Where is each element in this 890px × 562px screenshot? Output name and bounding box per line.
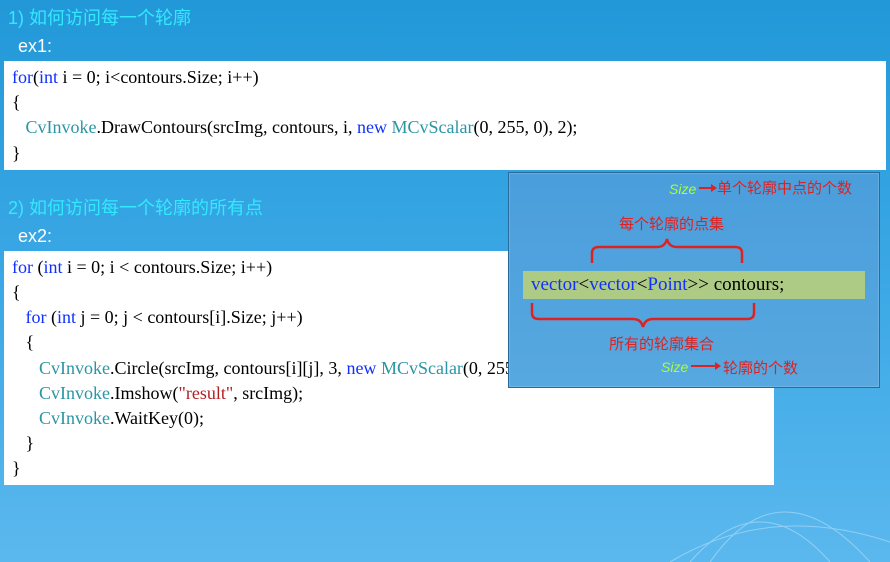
contours-diagram: Size 单个轮廓中点的个数 每个轮廓的点集 vector<vector<Poi… (508, 172, 880, 388)
code-text: .WaitKey(0); (110, 408, 204, 428)
class-name: CvInvoke (26, 117, 97, 137)
label-point-count: 单个轮廓中点的个数 (717, 177, 852, 198)
code-text: (0, 255, 0), 2); (473, 117, 577, 137)
arrow-icon (699, 187, 711, 189)
size-label-top: Size (669, 181, 696, 197)
code-block-1: for(int i = 0; i<contours.Size; i++) { C… (4, 61, 886, 170)
kw-int: int (57, 307, 76, 327)
code-text: .DrawContours(srcImg, contours, i, (97, 117, 357, 137)
code-text: .Circle(srcImg, contours[i][j], 3, (110, 358, 346, 378)
class-name: CvInvoke (39, 383, 110, 403)
class-name: MCvScalar (381, 358, 463, 378)
arrow-icon (691, 365, 715, 367)
label-point-set: 每个轮廓的点集 (619, 213, 724, 234)
section1-title: 1) 如何访问每一个轮廓 (0, 0, 890, 34)
class-name: MCvScalar (391, 117, 473, 137)
label-all-contours: 所有的轮廓集合 (609, 333, 714, 354)
brace-bottom-icon (527, 301, 759, 331)
kw-for: for (12, 257, 38, 277)
kw-new: new (357, 117, 392, 137)
code-text: i = 0; i < contours.Size; i++) (63, 257, 273, 277)
bg-decoration-icon (670, 422, 890, 562)
kw-new: new (346, 358, 381, 378)
code-text: .Imshow( (110, 383, 179, 403)
code-text: { (12, 92, 21, 112)
ex1-label: ex1: (0, 34, 890, 59)
kw-int: int (39, 67, 58, 87)
size-label-bottom: Size (661, 359, 688, 375)
code-text: } (12, 143, 21, 163)
code-text: j = 0; j < contours[i].Size; j++) (76, 307, 303, 327)
code-text: i = 0; i<contours.Size; i++) (58, 67, 259, 87)
kw-for: for (12, 67, 33, 87)
code-text: { (26, 332, 35, 352)
code-text: { (12, 282, 21, 302)
label-contour-count: 轮廓的个数 (723, 357, 798, 378)
kw-for: for (26, 307, 52, 327)
code-text: } (12, 458, 21, 478)
class-name: CvInvoke (39, 358, 110, 378)
code-text: , srcImg); (233, 383, 303, 403)
brace-top-icon (587, 235, 747, 265)
diagram-code: vector<vector<Point>> contours; (523, 271, 865, 299)
class-name: CvInvoke (39, 408, 110, 428)
kw-int: int (44, 257, 63, 277)
string-literal: "result" (179, 383, 234, 403)
code-text: } (26, 433, 35, 453)
